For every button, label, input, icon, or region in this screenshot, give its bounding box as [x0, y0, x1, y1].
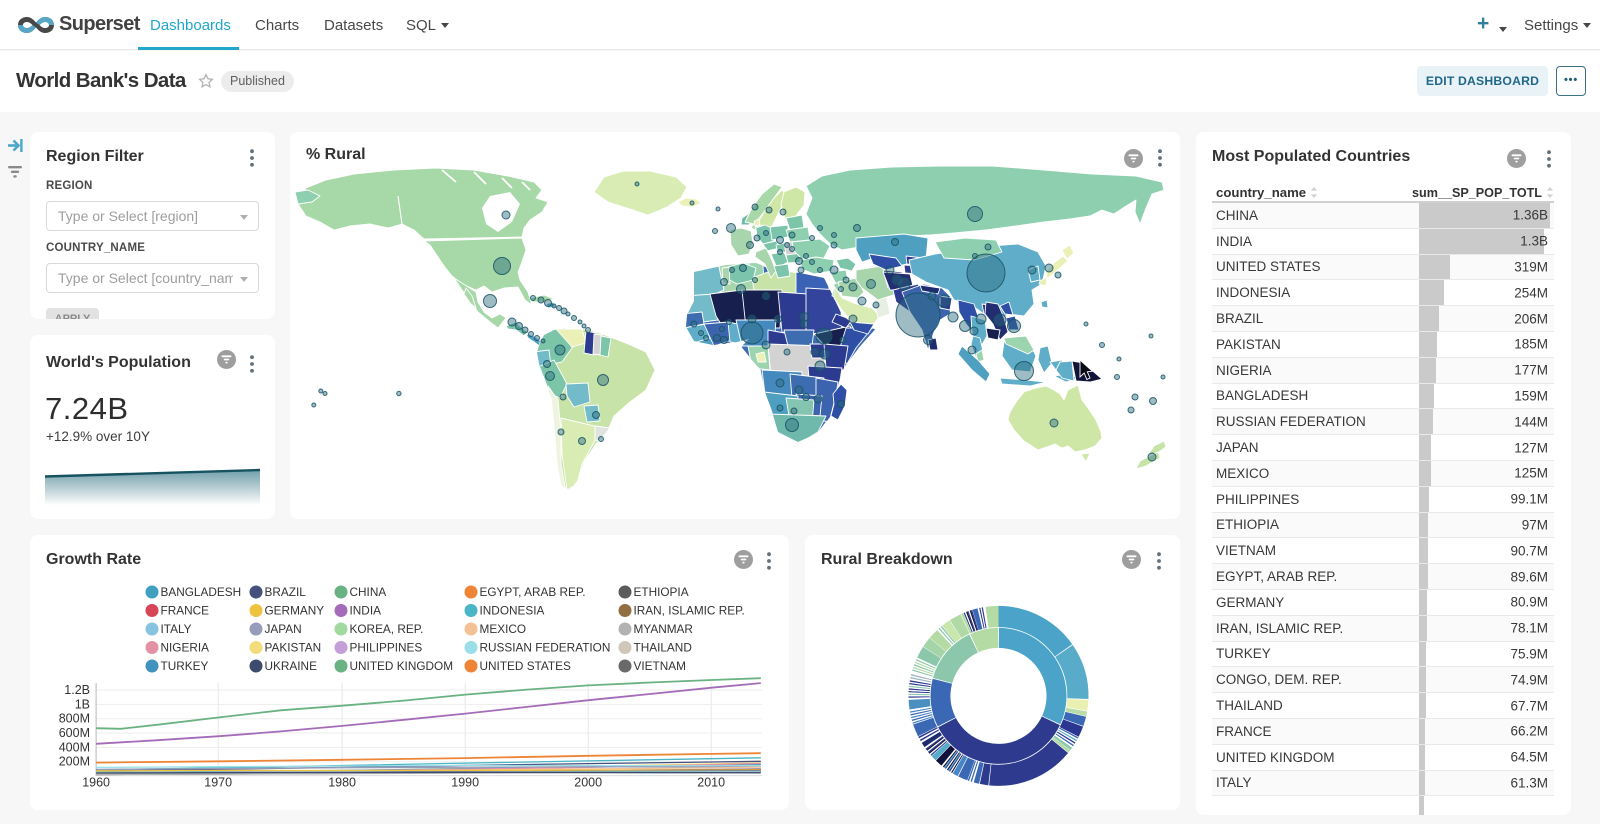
svg-text:1.2B: 1.2B — [64, 683, 90, 697]
svg-text:1990: 1990 — [451, 776, 479, 790]
svg-text:200M: 200M — [59, 755, 90, 769]
svg-text:800M: 800M — [59, 712, 90, 726]
svg-text:2010: 2010 — [697, 776, 725, 790]
svg-text:ETHIOPIA: ETHIOPIA — [634, 585, 689, 599]
svg-text:UNITED STATES: UNITED STATES — [480, 659, 571, 673]
svg-text:GERMANY: GERMANY — [265, 604, 325, 618]
svg-text:MYANMAR: MYANMAR — [634, 622, 693, 636]
svg-text:THAILAND: THAILAND — [634, 641, 692, 655]
svg-text:BANGLADESH: BANGLADESH — [161, 585, 242, 599]
svg-text:TURKEY: TURKEY — [161, 659, 209, 673]
svg-text:UNITED KINGDOM: UNITED KINGDOM — [350, 659, 454, 673]
svg-text:1B: 1B — [75, 697, 90, 711]
svg-text:BRAZIL: BRAZIL — [265, 585, 307, 599]
svg-text:RUSSIAN FEDERATION: RUSSIAN FEDERATION — [480, 641, 611, 655]
svg-text:1970: 1970 — [204, 776, 232, 790]
svg-text:1980: 1980 — [328, 776, 356, 790]
svg-text:1960: 1960 — [82, 776, 110, 790]
svg-text:CHINA: CHINA — [350, 585, 387, 599]
svg-text:NIGERIA: NIGERIA — [161, 641, 210, 655]
svg-text:IRAN, ISLAMIC REP.: IRAN, ISLAMIC REP. — [634, 604, 745, 618]
svg-text:UKRAINE: UKRAINE — [265, 659, 318, 673]
svg-text:400M: 400M — [59, 740, 90, 754]
svg-text:FRANCE: FRANCE — [161, 604, 210, 618]
svg-text:600M: 600M — [59, 726, 90, 740]
svg-text:2000: 2000 — [574, 776, 602, 790]
svg-text:MEXICO: MEXICO — [480, 622, 527, 636]
svg-text:VIETNAM: VIETNAM — [634, 659, 686, 673]
svg-text:JAPAN: JAPAN — [265, 622, 302, 636]
svg-text:PHILIPPINES: PHILIPPINES — [350, 641, 423, 655]
svg-text:PAKISTAN: PAKISTAN — [265, 641, 322, 655]
svg-text:INDIA: INDIA — [350, 604, 382, 618]
svg-text:EGYPT, ARAB REP.: EGYPT, ARAB REP. — [480, 585, 586, 599]
svg-text:KOREA, REP.: KOREA, REP. — [350, 622, 424, 636]
svg-text:INDONESIA: INDONESIA — [480, 604, 545, 618]
svg-text:ITALY: ITALY — [161, 622, 192, 636]
